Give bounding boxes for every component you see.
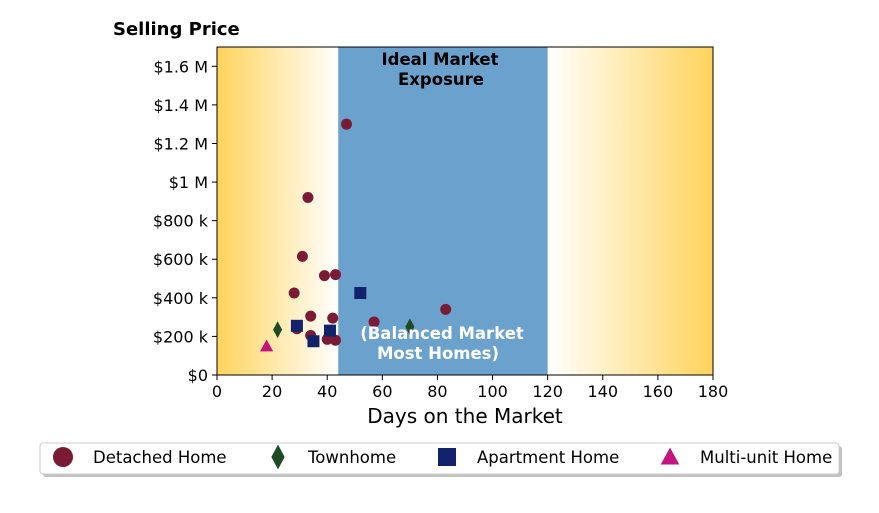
- x-tick-label: 40: [317, 382, 337, 401]
- x-tick-label: 180: [698, 382, 729, 401]
- detached-home-point: [440, 303, 452, 315]
- multi-unit-home-point: [260, 339, 274, 352]
- legend-label-detached-home: Detached Home: [93, 448, 227, 467]
- right-gradient-zone: [547, 47, 713, 375]
- y-tick-label: $1.4 M: [153, 96, 208, 115]
- x-tick-label: 60: [372, 382, 392, 401]
- detached-home-point: [327, 312, 339, 324]
- x-tick-label: 80: [427, 382, 447, 401]
- detached-home-point: [305, 310, 317, 322]
- band-top-label-line1: Ideal Market: [382, 50, 499, 69]
- y-tick-label: $1 M: [169, 173, 208, 192]
- y-tick-label: $1.6 M: [153, 57, 208, 76]
- legend-label-apartment-home: Apartment Home: [477, 448, 619, 467]
- y-tick-label: $1.2 M: [153, 134, 208, 153]
- x-tick-label: 120: [532, 382, 563, 401]
- plot-background: [217, 47, 713, 375]
- y-axis-ticks: $0 $200 k $400 k $600 k $800 k $1 M $1.2 M $1.4…: [153, 57, 217, 385]
- townhome-point: [273, 321, 283, 339]
- legend-marker-detached-home: [53, 447, 73, 467]
- detached-home-point: [288, 287, 300, 299]
- y-tick-label: $800 k: [153, 212, 209, 231]
- legend-marker-apartment-home: [438, 448, 456, 466]
- detached-home-point: [329, 334, 341, 346]
- legend-marker-multi-unit-home: [660, 447, 680, 465]
- detached-home-point: [302, 191, 314, 203]
- apartment-home-point: [307, 335, 320, 348]
- y-tick-label: $200 k: [153, 327, 209, 346]
- x-axis-ticks: 0 20 40 60 80 100 120 140 160 180: [212, 375, 728, 401]
- detached-home-point: [296, 250, 308, 262]
- y-tick-label: $0: [188, 366, 208, 385]
- detached-home-point: [368, 316, 380, 328]
- apartment-home-point: [323, 324, 336, 337]
- left-gradient-zone: [217, 47, 339, 375]
- apartment-home-point: [354, 287, 367, 299]
- x-tick-label: 140: [588, 382, 619, 401]
- legend-label-multi-unit-home: Multi-unit Home: [700, 448, 832, 467]
- y-tick-label: $600 k: [153, 250, 209, 269]
- legend: Detached Home Townhome Apartment Home Mu…: [39, 442, 842, 477]
- legend-marker-townhome: [271, 444, 285, 470]
- x-tick-label: 0: [212, 382, 222, 401]
- band-bottom-label-line2: Most Homes): [377, 344, 499, 363]
- plot-frame: [216, 46, 714, 376]
- band-top-label-line2: Exposure: [398, 70, 484, 89]
- y-tick-label: $400 k: [153, 289, 209, 308]
- y-axis-title: Selling Price: [113, 19, 240, 40]
- band-bottom-label-line1: (Balanced Market: [360, 324, 524, 343]
- apartment-home-point: [290, 319, 303, 332]
- townhome-point: [405, 318, 415, 336]
- detached-home-point: [329, 269, 341, 281]
- detached-home-point: [318, 270, 330, 282]
- detached-home-point: [341, 118, 353, 130]
- legend-label-townhome: Townhome: [307, 448, 396, 467]
- x-tick-label: 20: [262, 382, 282, 401]
- x-tick-label: 160: [643, 382, 674, 401]
- x-axis-title: Days on the Market: [367, 404, 563, 428]
- x-tick-label: 100: [477, 382, 508, 401]
- data-points: [260, 118, 452, 352]
